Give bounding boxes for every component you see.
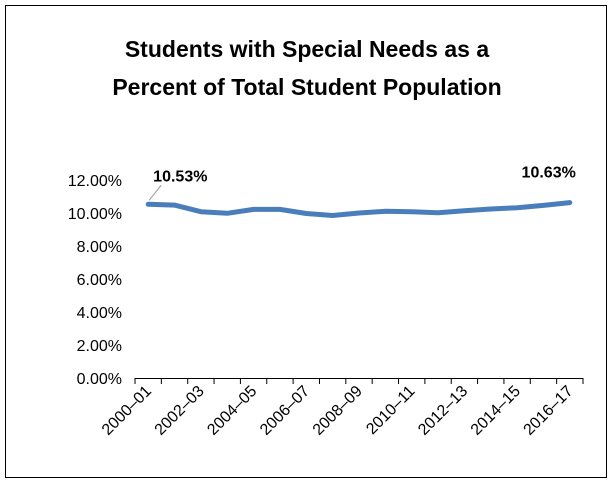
data-point [304, 211, 308, 215]
data-label-leader [148, 184, 162, 201]
data-point [278, 207, 282, 211]
data-point [462, 209, 466, 213]
x-tick-label: 2002–03 [152, 383, 208, 439]
x-tick-label: 2014–15 [468, 383, 524, 439]
data-label: 10.63% [522, 165, 576, 182]
data-point [489, 207, 493, 211]
data-point [541, 203, 545, 207]
data-point [331, 213, 335, 217]
y-tick-label: 0.00% [77, 371, 122, 388]
x-tick-label: 2012–13 [415, 383, 471, 439]
data-point [410, 210, 414, 214]
x-tick-label: 2006–07 [257, 383, 313, 439]
x-tick-label: 2008–09 [310, 383, 366, 439]
x-tick-label: 2016–17 [521, 383, 577, 439]
y-tick-label: 6.00% [77, 272, 122, 289]
data-point [199, 210, 203, 214]
data-point [568, 201, 572, 205]
x-tick-label: 2004–05 [204, 383, 260, 439]
data-point [383, 209, 387, 213]
y-tick-label: 4.00% [77, 305, 122, 322]
data-point [357, 211, 361, 215]
data-label: 10.53% [153, 168, 207, 185]
data-point [515, 206, 519, 210]
chart-title-line-1: Students with Special Needs as a [124, 36, 490, 62]
chart-title-line-2: Percent of Total Student Population [112, 74, 502, 100]
data-point [173, 203, 177, 207]
x-tick-label: 2010–11 [363, 383, 418, 438]
chart-frame [5, 5, 607, 478]
y-tick-label: 12.00% [68, 173, 122, 190]
chart-title: Students with Special Needs as a Percent… [0, 30, 614, 106]
y-tick-label: 8.00% [77, 239, 122, 256]
data-point [225, 211, 229, 215]
data-point [146, 202, 150, 206]
y-tick-label: 10.00% [68, 206, 122, 223]
x-tick-label: 2000–01 [99, 383, 155, 439]
y-tick-label: 2.00% [77, 338, 122, 355]
data-point [436, 211, 440, 215]
data-point [252, 207, 256, 211]
